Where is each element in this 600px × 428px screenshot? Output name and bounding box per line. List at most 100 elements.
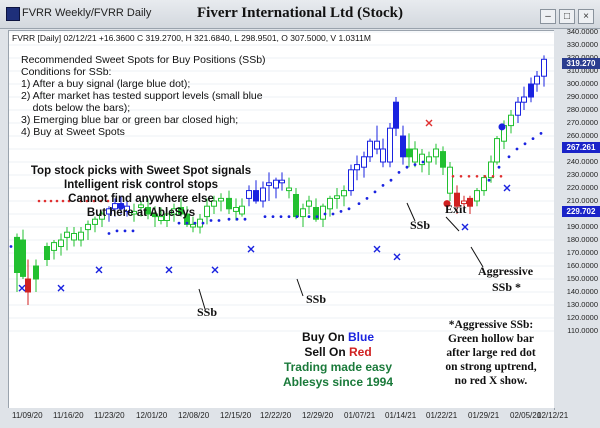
- date-tick-label: 11/09/20: [12, 411, 43, 420]
- buy-word: Blue: [348, 330, 375, 344]
- x-mark-icon: [57, 284, 65, 292]
- close-icon[interactable]: ×: [578, 9, 594, 24]
- support-dot: [507, 155, 511, 159]
- date-tick-label: 02/12/21: [537, 411, 569, 420]
- date-tick-label: 01/29/21: [468, 411, 500, 420]
- ssb-arrow: [296, 278, 304, 297]
- support-dot: [389, 178, 393, 182]
- support-dot: [531, 137, 535, 140]
- support-dot: [357, 202, 361, 206]
- x-mark-icon: [95, 266, 103, 274]
- price-bar: [534, 75, 540, 85]
- price-bar: [145, 207, 151, 215]
- date-tick-label: 02/05/21: [510, 411, 542, 420]
- support-dot: [397, 171, 401, 174]
- date-axis: 11/09/20 11/16/20 11/23/20 12/01/20 12/08/20…: [8, 408, 568, 428]
- maximize-icon[interactable]: □: [559, 9, 575, 24]
- promo-line: Intelligent risk control stops: [64, 179, 218, 191]
- price-bar: [293, 194, 299, 218]
- price-scale[interactable]: 340.0000 330.0000 320.0000 310.0000 300.0000…: [554, 27, 600, 408]
- price-bar: [279, 179, 285, 184]
- support-dot: [123, 229, 127, 233]
- price-bar: [300, 208, 306, 218]
- price-bar: [33, 265, 39, 280]
- stop-dot: [491, 175, 495, 178]
- buy-sell-legend: Buy On Blue Sell On Red Trading made eas…: [258, 330, 418, 390]
- x-mark-icon: [165, 266, 173, 274]
- minimize-icon[interactable]: –: [540, 9, 556, 24]
- support-dot: [227, 217, 231, 221]
- price-bar: [266, 182, 272, 186]
- sell-word: Red: [349, 345, 372, 359]
- desc-line: 4) Buy at Sweet Spots: [21, 126, 125, 138]
- price-bar: [273, 179, 279, 189]
- date-tick-label: 01/14/21: [385, 411, 417, 420]
- support-dot: [421, 160, 425, 164]
- price-tick-label: 130.0000: [566, 300, 598, 309]
- price-bar: [341, 190, 347, 197]
- price-tick-label: 180.0000: [566, 235, 598, 244]
- price-bar: [433, 148, 439, 158]
- price-bar: [233, 207, 239, 212]
- chart-title: Fiverr International Ltd (Stock): [197, 5, 403, 21]
- price-bar: [447, 166, 453, 194]
- x-mark-icon: [18, 284, 26, 292]
- price-tick-label: 310.0000: [566, 66, 598, 75]
- support-dot: [287, 215, 291, 219]
- stop-dot: [79, 199, 83, 203]
- price-bar: [306, 200, 312, 207]
- sell-signal-dot: [443, 200, 451, 208]
- desc-line: 1) After a buy signal (large blue dot);: [21, 78, 191, 90]
- price-bar: [260, 187, 266, 202]
- price-bar: [515, 101, 521, 116]
- desc-line: 3) Emerging blue bar or green bar closed…: [21, 114, 239, 126]
- stop-dot: [67, 199, 71, 203]
- price-bar: [58, 239, 64, 247]
- price-bar: [51, 242, 57, 251]
- price-tick-label: 320.0000: [567, 53, 598, 62]
- support-dot: [271, 215, 275, 219]
- price-chart[interactable]: [8, 30, 555, 410]
- price-bar: [131, 210, 137, 215]
- support-dot: [413, 163, 417, 167]
- window-controls: – □ ×: [537, 6, 594, 24]
- support-dot: [235, 217, 239, 221]
- x-mark-icon: [373, 245, 381, 253]
- price-bar: [246, 190, 252, 199]
- price-bar: [92, 218, 98, 225]
- price-bar: [541, 58, 547, 77]
- price-bar: [313, 207, 319, 220]
- price-tick-label: 190.0000: [566, 222, 598, 231]
- exit-label: Exit: [445, 202, 467, 216]
- date-tick-label: 12/08/20: [178, 411, 210, 420]
- promo-line: Cannot find anywhere else: [68, 193, 214, 205]
- level-price-tag: 267.261: [562, 142, 600, 153]
- x-mark-icon: [461, 223, 469, 231]
- title-bar: FVRR Weekly/FVRR Daily Fiverr Internatio…: [0, 0, 600, 29]
- note-line: no red X show.: [454, 375, 528, 387]
- price-bar: [226, 197, 232, 210]
- tagline: Trading made easy: [283, 360, 393, 374]
- note-line: Green hollow bar: [447, 333, 535, 345]
- support-dot: [381, 184, 385, 187]
- price-bar: [106, 208, 112, 215]
- x-mark-icon: [425, 119, 433, 127]
- price-bar: [25, 278, 31, 293]
- price-bar: [508, 114, 514, 127]
- desc-line: Recommended Sweet Spots for Buy Position…: [21, 54, 266, 66]
- price-bar: [348, 169, 354, 192]
- price-bar: [171, 208, 177, 215]
- window-tab-label[interactable]: FVRR Weekly/FVRR Daily: [22, 7, 152, 19]
- price-bar: [361, 156, 367, 168]
- note-line: *Aggressive SSb:: [448, 319, 534, 331]
- support-dot: [323, 212, 327, 216]
- price-bar: [380, 148, 386, 163]
- stop-dot: [99, 199, 103, 203]
- ohlc-readout: FVRR [Daily] 02/12/21 +16.3600 C 319.270…: [12, 33, 371, 43]
- stop-dot: [475, 175, 479, 178]
- aggressive-ssb-label: SSb *: [492, 280, 522, 294]
- price-bar: [521, 96, 527, 103]
- chart-app-icon: [6, 7, 20, 21]
- tagline-since: Ablesys since 1994: [282, 375, 394, 389]
- support-dot: [185, 221, 189, 225]
